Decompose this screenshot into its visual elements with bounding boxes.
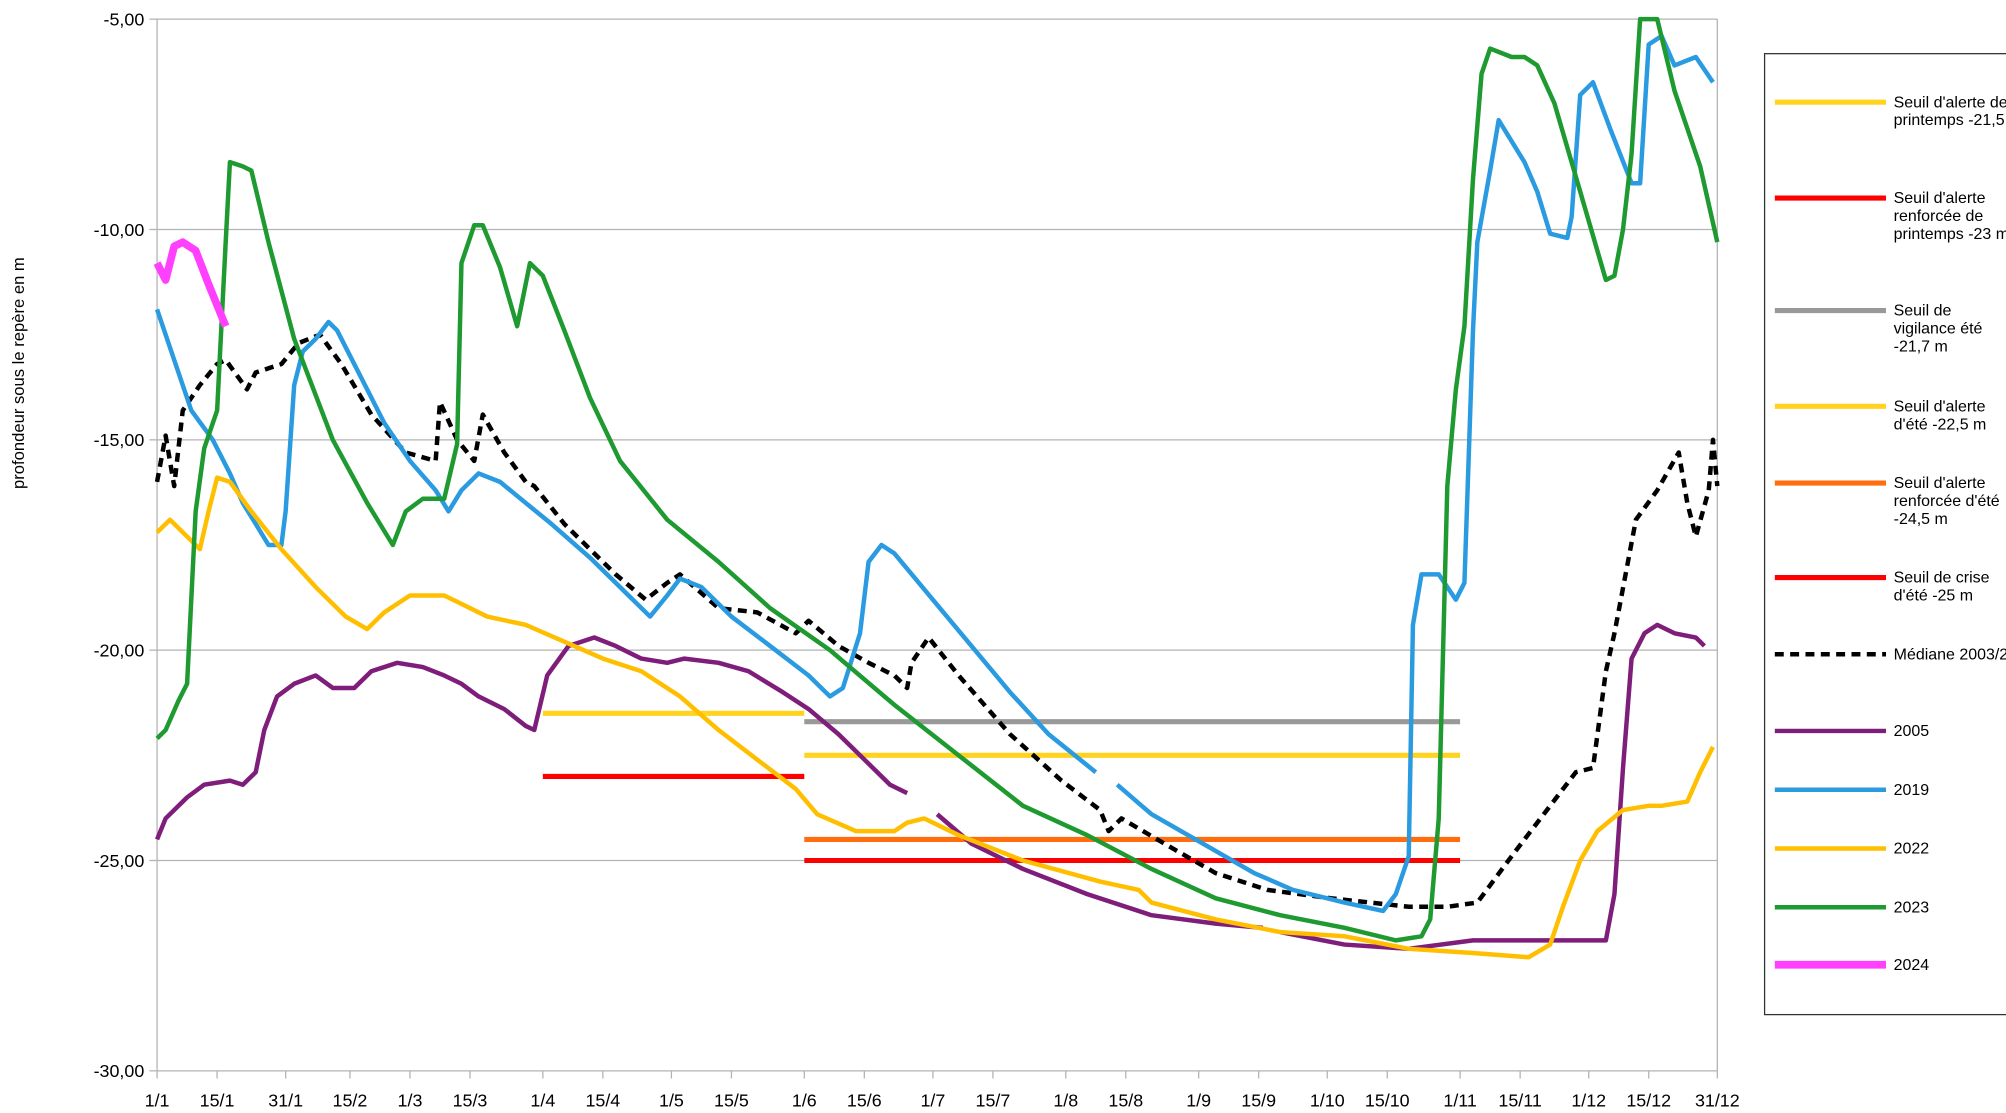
y-tick-label: -20,00 xyxy=(94,641,145,661)
series-line xyxy=(154,33,1715,914)
legend-label: 2019 xyxy=(1894,782,1930,799)
legend-label: 2022 xyxy=(1894,841,1930,858)
x-tick-label: 1/4 xyxy=(530,1091,555,1111)
x-tick-label: 1/12 xyxy=(1571,1091,1606,1111)
x-tick-label: 1/5 xyxy=(659,1091,684,1111)
x-tick-label: 15/3 xyxy=(453,1091,488,1111)
x-tick-label: 15/12 xyxy=(1626,1091,1671,1111)
x-tick-label: 1/1 xyxy=(145,1091,170,1111)
legend-label: 2005 xyxy=(1894,723,1930,740)
x-tick-label: 1/8 xyxy=(1053,1091,1078,1111)
legend-label: Seuil d'alerte d'été -22,5 m xyxy=(1894,398,1987,433)
x-tick-label: 15/5 xyxy=(714,1091,749,1111)
x-tick-label: 1/11 xyxy=(1443,1091,1477,1111)
legend-label: 2023 xyxy=(1894,899,1930,916)
x-tick-label: 15/8 xyxy=(1108,1091,1143,1111)
legend-box xyxy=(1763,53,2006,1016)
x-tick-label: 1/7 xyxy=(920,1091,945,1111)
series-line xyxy=(153,238,230,328)
y-tick-label: -25,00 xyxy=(94,851,145,871)
series-line xyxy=(155,16,1720,943)
x-tick-label: 15/4 xyxy=(585,1091,620,1111)
y-tick-label: -5,00 xyxy=(104,10,145,30)
x-tick-label: 31/1 xyxy=(268,1091,303,1111)
x-tick-label: 15/2 xyxy=(333,1091,368,1111)
x-tick-label: 15/6 xyxy=(847,1091,882,1111)
x-tick-label: 31/12 xyxy=(1695,1091,1740,1111)
x-tick-label: 15/7 xyxy=(976,1091,1011,1111)
x-tick-label: 15/10 xyxy=(1365,1091,1410,1111)
y-tick-label: -10,00 xyxy=(94,220,145,240)
legend-label: Seuil de crise d'été -25 m xyxy=(1894,570,1990,605)
x-tick-label: 1/9 xyxy=(1186,1091,1211,1111)
legend-label: Seuil d'alerte renforcée de printemps -23 … xyxy=(1894,190,2006,243)
legend-label: Médiane 2003/2023 xyxy=(1894,646,2006,663)
x-tick-label: 15/1 xyxy=(200,1091,235,1111)
legend-label: Seuil d'alerte renforcée d'été -24,5 m xyxy=(1894,475,2000,528)
y-axis-label: profondeur sous le repère en m xyxy=(9,257,28,489)
series-line xyxy=(154,622,1706,952)
x-tick-label: 1/3 xyxy=(398,1091,423,1111)
x-tick-label: 1/6 xyxy=(792,1091,817,1111)
series-line xyxy=(154,332,1720,909)
legend-label: Seuil de vigilance été -21,7 m xyxy=(1894,303,1983,356)
x-tick-label: 15/9 xyxy=(1241,1091,1276,1111)
legend-label: 2024 xyxy=(1894,957,1930,974)
y-tick-label: -15,00 xyxy=(94,430,145,450)
x-tick-label: 1/10 xyxy=(1310,1091,1345,1111)
y-tick-label: -30,00 xyxy=(94,1061,145,1081)
series-line xyxy=(155,475,1715,960)
x-tick-label: 15/11 xyxy=(1498,1091,1541,1111)
